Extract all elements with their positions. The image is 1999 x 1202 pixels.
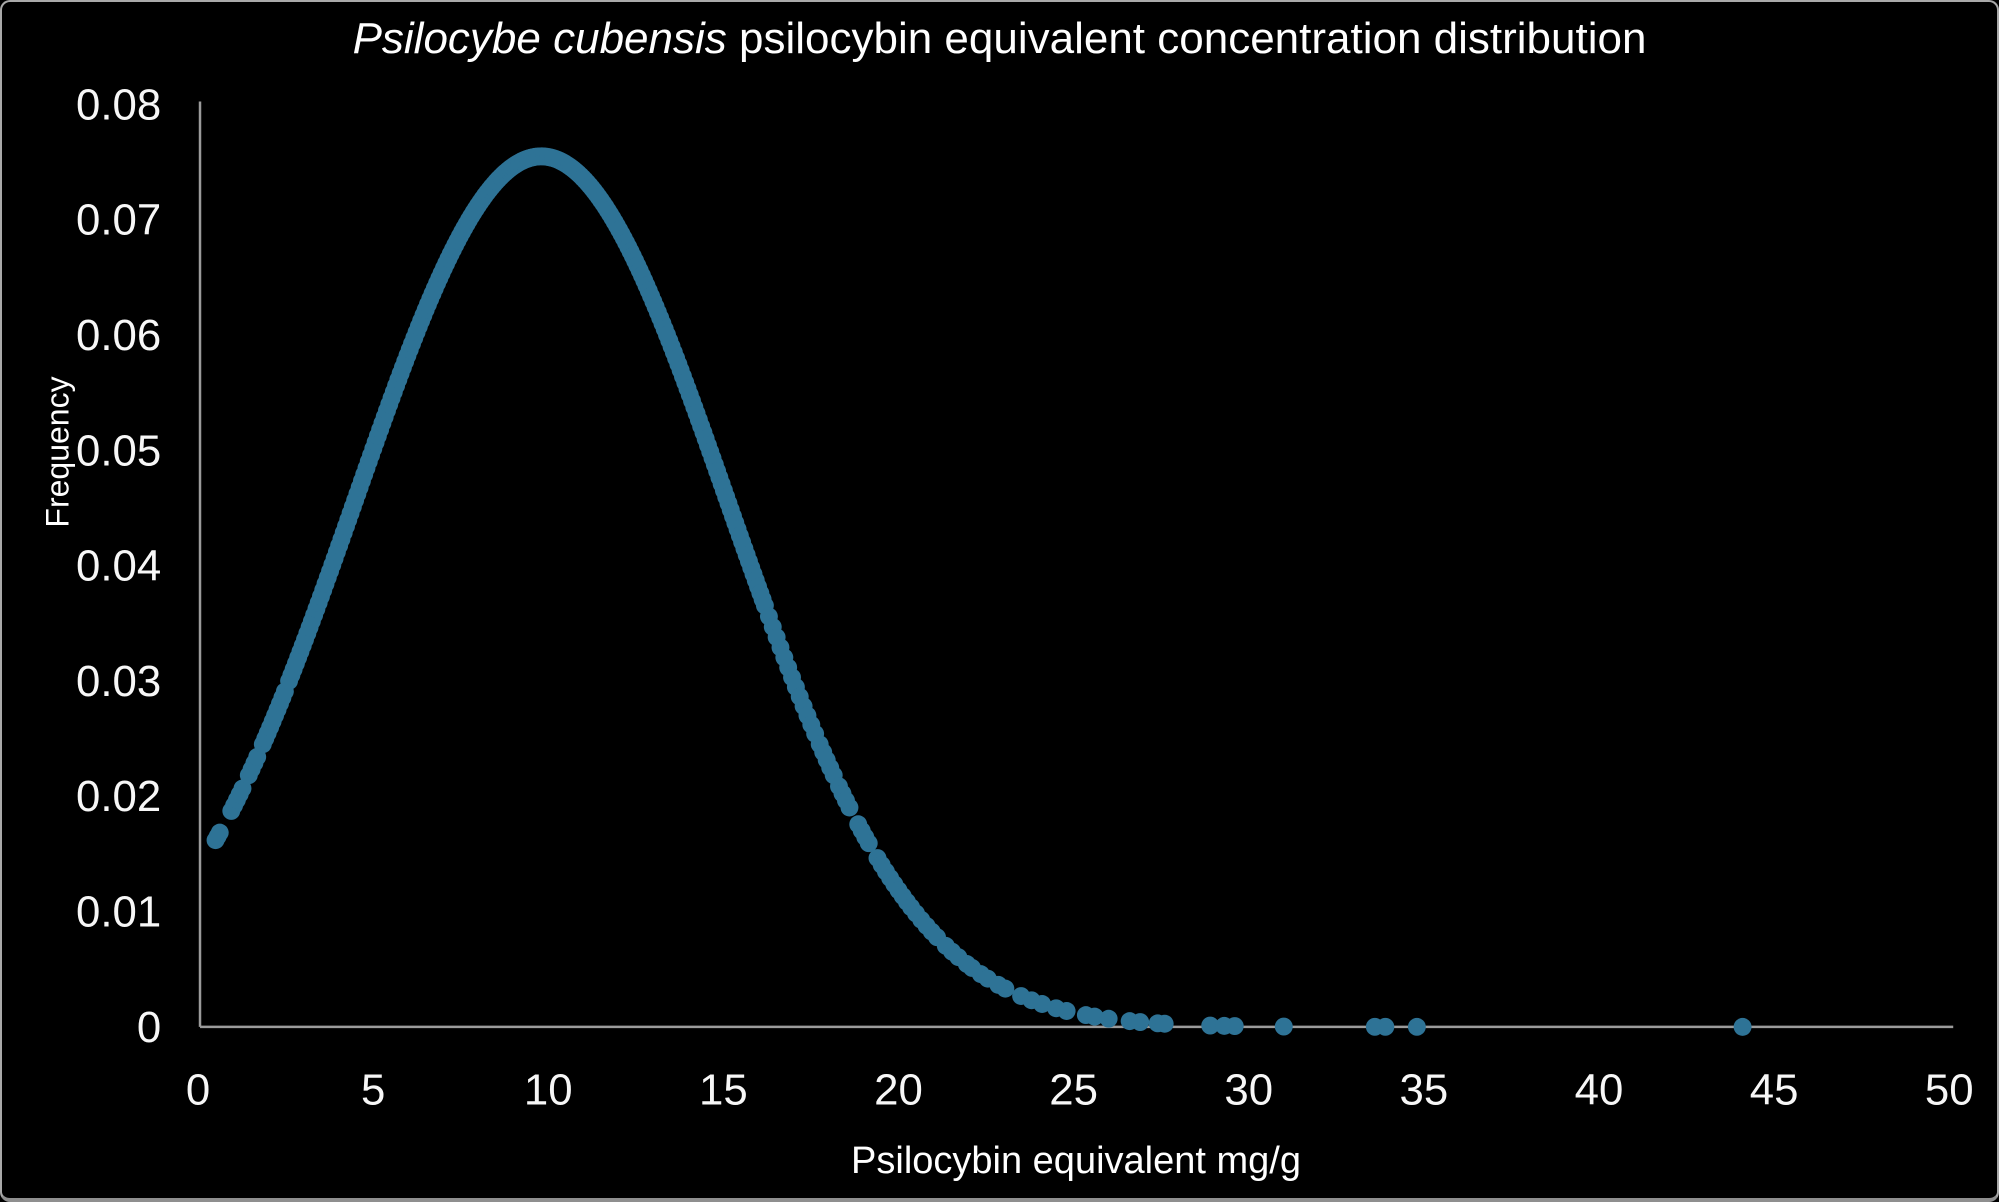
- y-tick-label: 0.01: [76, 887, 161, 936]
- chart-title-species: Psilocybe cubensis: [352, 14, 727, 63]
- y-tick-label: 0.08: [76, 80, 161, 129]
- chart-title-rest: psilocybin equivalent concentration dist…: [726, 14, 1647, 63]
- y-tick-label: 0.07: [76, 196, 161, 245]
- x-tick-label: 40: [1575, 1065, 1624, 1114]
- x-tick-label: 20: [874, 1065, 923, 1114]
- data-point: [210, 823, 229, 842]
- data-point: [996, 979, 1015, 998]
- x-tick-label: 0: [186, 1065, 210, 1114]
- data-point: [1033, 995, 1052, 1013]
- x-tick-label: 10: [524, 1065, 573, 1114]
- x-tick-label: 15: [699, 1065, 748, 1114]
- y-tick-label: 0.04: [76, 542, 161, 591]
- data-point: [859, 834, 878, 853]
- chart-title: Psilocybe cubensis psilocybin equivalent…: [2, 14, 1997, 64]
- data-point: [1155, 1014, 1174, 1033]
- data-point: [1225, 1017, 1244, 1036]
- data-point: [1733, 1017, 1752, 1036]
- x-tick-label: 5: [361, 1065, 385, 1114]
- data-point: [1201, 1016, 1220, 1035]
- y-tick-label: 0.02: [76, 772, 161, 821]
- data-point: [840, 798, 859, 817]
- y-tick-label: 0: [137, 1003, 161, 1052]
- x-tick-label: 25: [1049, 1065, 1098, 1114]
- data-point: [1057, 1002, 1076, 1020]
- x-tick-label: 50: [1925, 1065, 1974, 1114]
- data-point: [1274, 1017, 1293, 1036]
- y-tick-label: 0.05: [76, 426, 161, 475]
- data-point: [1407, 1017, 1426, 1036]
- y-tick-label: 0.06: [76, 311, 161, 360]
- data-point: [1131, 1013, 1150, 1032]
- data-point: [1376, 1017, 1395, 1036]
- data-point: [1085, 1007, 1104, 1026]
- data-point: [1099, 1009, 1118, 1028]
- x-tick-label: 35: [1400, 1065, 1449, 1114]
- x-axis-title: Psilocybin equivalent mg/g: [851, 1140, 1301, 1182]
- x-tick-label: 45: [1750, 1065, 1799, 1114]
- x-tick-label: 30: [1224, 1065, 1273, 1114]
- y-tick-label: 0.03: [76, 657, 161, 706]
- data-point: [233, 779, 252, 798]
